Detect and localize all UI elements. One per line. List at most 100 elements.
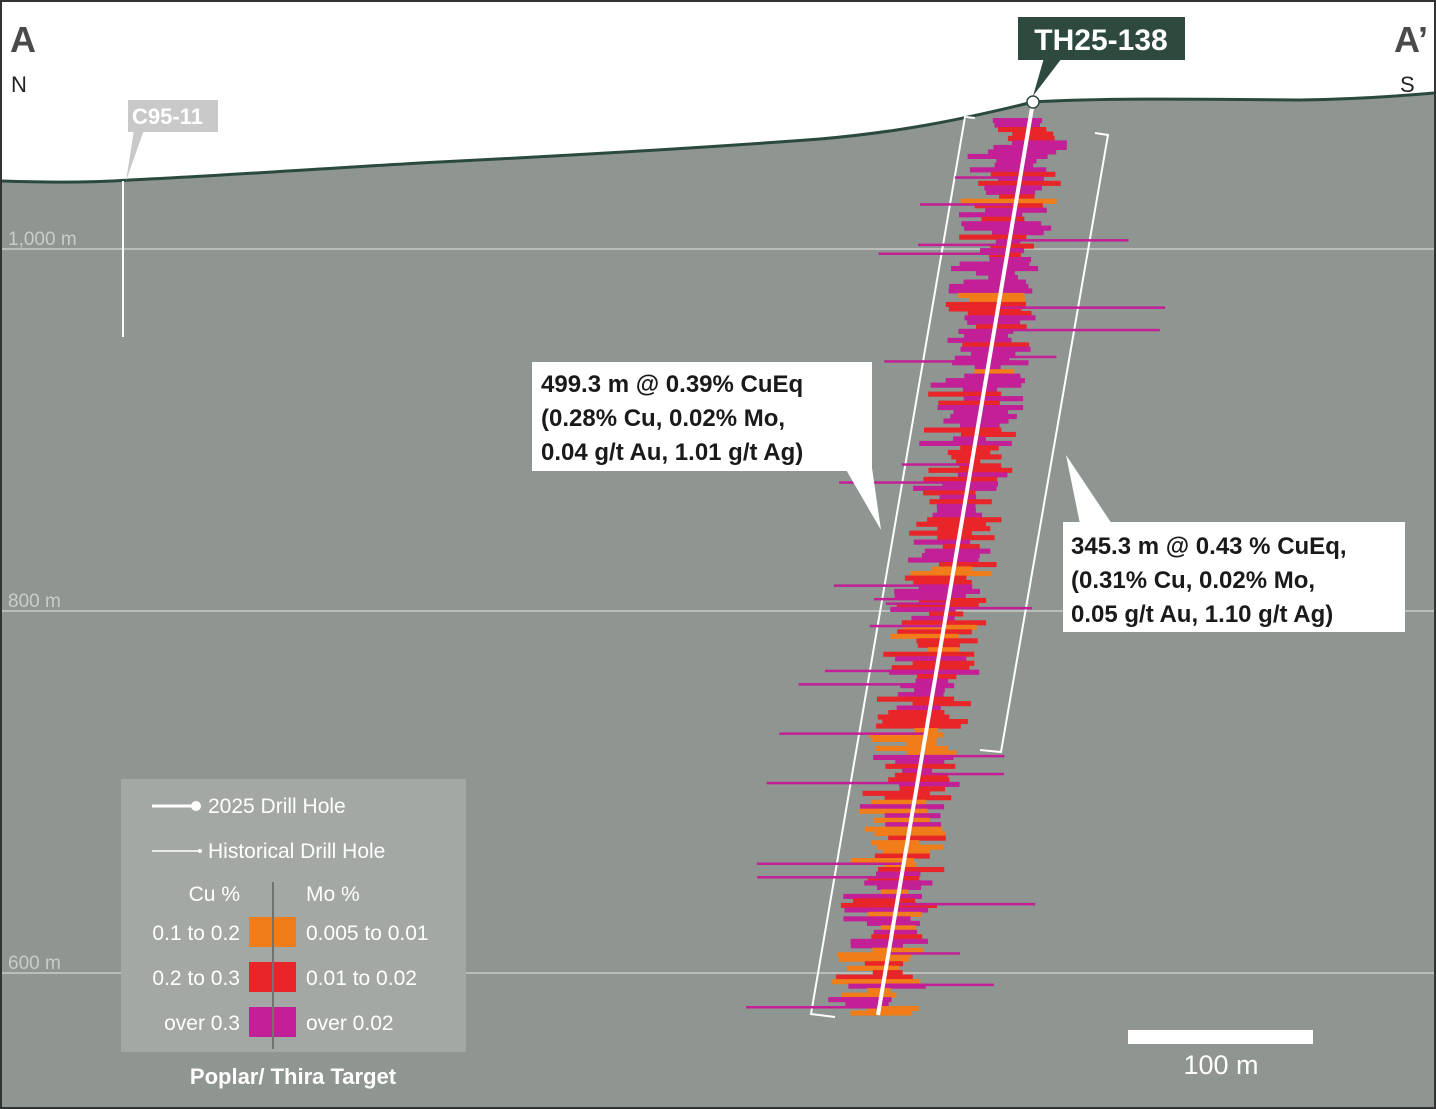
grade-bar [897,692,944,698]
grade-spike [757,876,902,879]
grade-bar [877,867,945,873]
legend-mo-header: Mo % [306,883,360,906]
grade-bar [996,158,1037,164]
grade-bar [867,988,891,994]
grade-bar [850,858,914,864]
grade-bar [864,880,933,886]
grade-bar [871,799,926,805]
legend-cu-high: over 0.3 [164,1012,240,1035]
callout-1-box [532,362,872,471]
grade-bar [912,660,975,666]
grade-bar [859,808,928,814]
grade-bar [939,494,977,500]
historical-label-box [128,100,218,132]
grade-bar [948,288,1033,294]
hole-label-pointer [1033,58,1062,96]
grade-bar [962,387,998,393]
grade-bar [894,593,966,599]
grade-spike [954,176,1021,179]
grade-bar [916,638,978,644]
grade-bar [963,279,1026,285]
collar-marker [1026,95,1040,109]
grade-bar [954,355,1010,361]
callout-2-line-2: (0.31% Cu, 0.02% Mo, [1071,567,1315,594]
grade-bar [899,781,960,787]
bracket-345m-right [979,132,1110,754]
grade-bar [891,665,970,671]
grade-bar [964,373,1021,379]
legend-cu-header: Cu % [189,883,240,906]
grade-bar [918,584,973,590]
legend-historical-hole-label: Historical Drill Hole [208,840,385,863]
grade-spike [833,584,951,587]
grade-bar [888,835,946,841]
grade-bar [989,257,1032,263]
grade-spike [989,355,1057,359]
grade-bar [900,683,955,689]
grade-bar [874,853,930,859]
grade-bar [967,310,1032,316]
grade-bar [959,234,1027,240]
grade-bar [888,710,945,716]
grade-bar [964,333,1008,339]
grade-spike [874,597,949,601]
grade-bar [960,198,1057,204]
callout-1-line-3: 0.04 g/t Au, 1.01 g/t Ag) [541,439,803,466]
legend-2025-hole-marker [191,801,201,811]
grade-bar [909,530,972,536]
grade-spike [746,1006,880,1009]
callout-2-line-1: 345.3 m @ 0.43 % CuEq, [1071,533,1347,560]
grade-bar [913,580,972,586]
section-start-direction: N [11,72,27,97]
grade-bar [844,907,929,913]
grade-spike [883,983,994,987]
grade-bar [867,876,920,882]
grade-bar [957,292,1025,298]
hole-label-box [1018,17,1185,60]
legend-cu-low: 0.1 to 0.2 [152,922,240,945]
grade-bar [837,952,912,958]
grade-bar [880,925,916,931]
grade-bar [961,221,1042,227]
grade-bar [942,544,980,550]
ground-surface-line [1,91,1435,184]
grade-bar [932,512,983,518]
intercept-callout-2: 345.3 m @ 0.43 % CuEq, (0.31% Cu, 0.02% … [1063,455,1405,632]
grade-bar [838,956,910,962]
grade-bar [992,230,1044,236]
grade-bar [951,454,1002,460]
grade-bar [928,391,1002,397]
grade-bar [924,427,1002,433]
grade-bar [957,472,1008,478]
grade-bar [963,396,1024,402]
legend-box [121,779,466,1052]
grade-bar [850,943,903,949]
scale-bar: 100 m [1128,1030,1313,1080]
grade-bar [869,732,944,738]
grade-bar [884,795,952,801]
grade-bar [980,248,1025,254]
grade-spike [888,952,960,955]
grade-bar [841,992,897,998]
grade-bar [960,346,1031,352]
grade-bar [981,216,1025,222]
grade-bar [1007,135,1055,141]
grade-bar [843,893,922,899]
grade-bar [848,983,926,989]
grade-bar [885,822,942,828]
grade-bar [1012,131,1054,137]
grade-bar [968,297,1025,303]
grade-bar [873,929,918,935]
grade-bar [953,436,986,442]
grade-spike [918,243,1009,247]
grade-bar [960,445,999,451]
grade-bar [947,337,1012,343]
grade-bar [939,562,997,568]
section-end-label: A’ [1394,19,1428,60]
grade-bar [923,490,976,496]
grade-bar [969,167,1047,173]
grade-spike [901,463,972,466]
grade-bar [902,624,977,630]
target-name-title: Poplar/ Thira Target [190,1064,397,1089]
